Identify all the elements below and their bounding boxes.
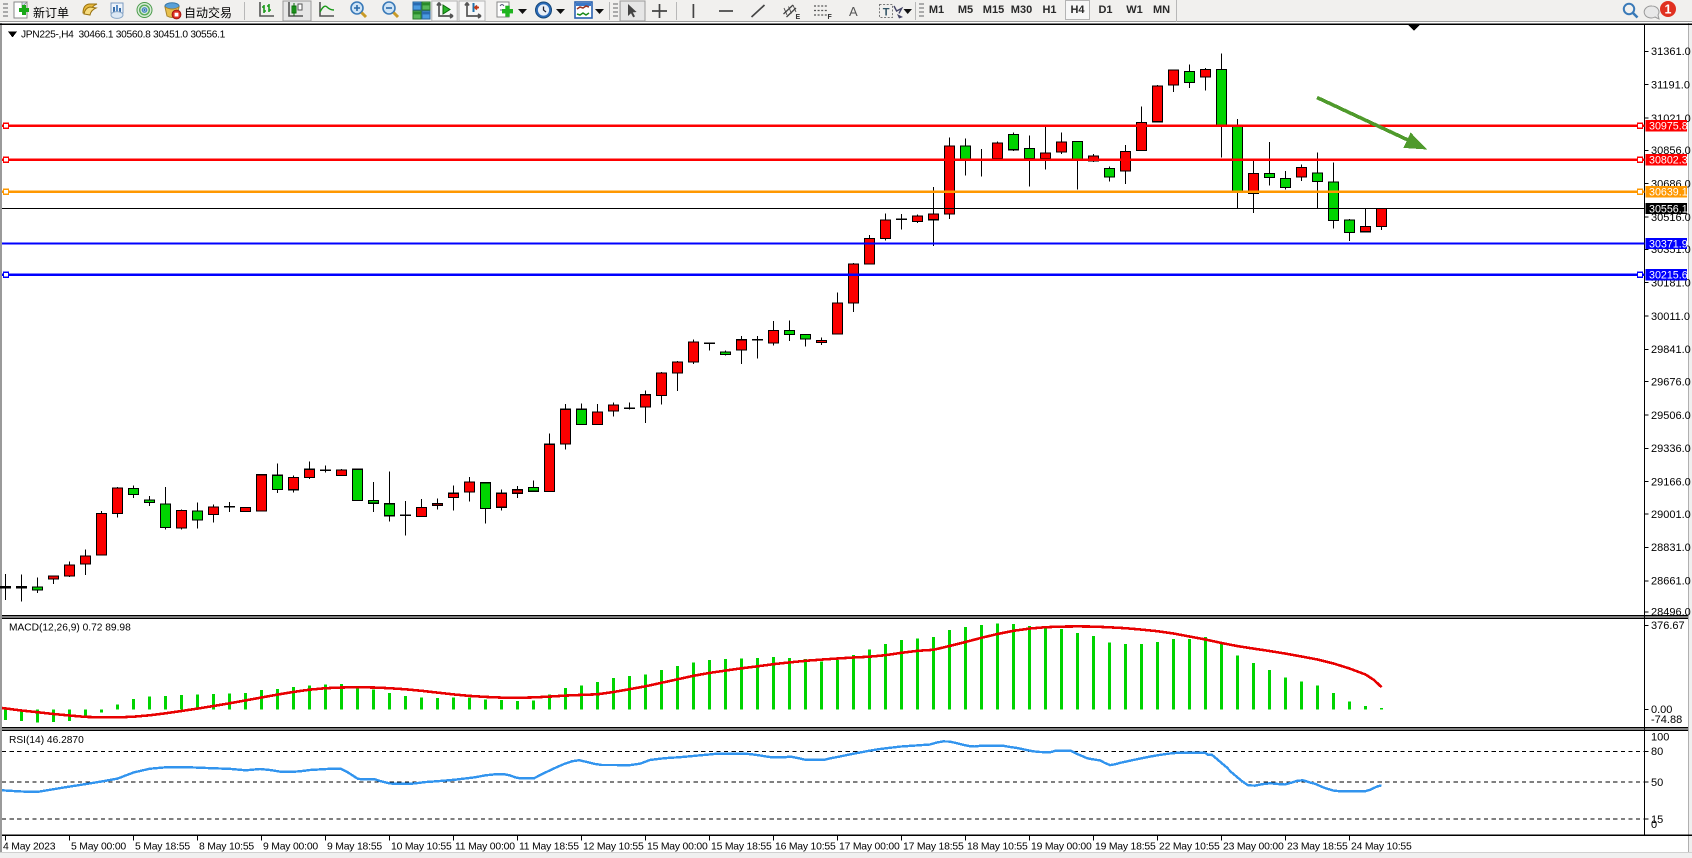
svg-text:15 May 18:55: 15 May 18:55: [711, 842, 772, 853]
svg-text:T: T: [883, 7, 890, 19]
svg-text:28661.0: 28661.0: [1651, 576, 1691, 588]
svg-text:30556.1: 30556.1: [1649, 203, 1688, 215]
svg-text:17 May 00:00: 17 May 00:00: [839, 842, 900, 853]
svg-text:F: F: [828, 14, 833, 21]
svg-text:30516.0: 30516.0: [1651, 212, 1691, 224]
svg-text:24 May 10:55: 24 May 10:55: [1351, 842, 1412, 853]
svg-text:30639.1: 30639.1: [1649, 187, 1688, 199]
svg-text:29336.0: 29336.0: [1651, 443, 1691, 455]
svg-text:29506.0: 29506.0: [1651, 410, 1691, 422]
svg-text:30181.0: 30181.0: [1651, 278, 1691, 290]
svg-text:11 May 18:55: 11 May 18:55: [519, 842, 579, 853]
svg-text:1: 1: [1665, 2, 1672, 16]
svg-text:-74.88: -74.88: [1651, 714, 1682, 726]
svg-text:22 May 10:55: 22 May 10:55: [1159, 842, 1220, 853]
svg-text:16 May 10:55: 16 May 10:55: [775, 842, 836, 853]
svg-text:18 May 10:55: 18 May 10:55: [967, 842, 1028, 853]
svg-text:376.67: 376.67: [1651, 620, 1685, 632]
svg-text:80: 80: [1651, 746, 1663, 758]
svg-text:23 May 18:55: 23 May 18:55: [1287, 842, 1348, 853]
svg-text:5 May 18:55: 5 May 18:55: [135, 842, 190, 853]
svg-text:MACD(12,26,9) 0.72 89.98: MACD(12,26,9) 0.72 89.98: [9, 622, 131, 633]
svg-text:17 May 18:55: 17 May 18:55: [903, 842, 964, 853]
svg-text:E: E: [796, 14, 801, 21]
svg-text:10 May 10:55: 10 May 10:55: [391, 842, 452, 853]
svg-text:30011.0: 30011.0: [1651, 311, 1690, 323]
svg-text:30215.6: 30215.6: [1649, 270, 1688, 282]
svg-text:23 May 00:00: 23 May 00:00: [1223, 842, 1284, 853]
svg-text:RSI(14) 46.2870: RSI(14) 46.2870: [9, 735, 84, 746]
svg-text:31191.0: 31191.0: [1651, 79, 1690, 91]
svg-text:15: 15: [1651, 814, 1663, 826]
svg-text:15 May 00:00: 15 May 00:00: [647, 842, 708, 853]
svg-text:A: A: [849, 4, 858, 19]
svg-text:30975.8: 30975.8: [1649, 121, 1688, 133]
svg-text:29676.0: 29676.0: [1651, 377, 1691, 389]
svg-text:9 May 00:00: 9 May 00:00: [263, 842, 318, 853]
svg-text:29841.0: 29841.0: [1651, 344, 1691, 356]
svg-text:9 May 18:55: 9 May 18:55: [327, 842, 382, 853]
svg-text:5 May 00:00: 5 May 00:00: [71, 842, 126, 853]
svg-text:30802.3: 30802.3: [1649, 155, 1688, 167]
svg-text:0.00: 0.00: [1651, 704, 1672, 716]
svg-text:11 May 00:00: 11 May 00:00: [455, 842, 515, 853]
svg-text:JPN225-,H4 30466.1 30560.8 30: JPN225-,H4 30466.1 30560.8 30451.0 30556…: [21, 30, 226, 41]
svg-text:12 May 10:55: 12 May 10:55: [583, 842, 644, 853]
svg-text:4 May 2023: 4 May 2023: [3, 842, 56, 853]
svg-text:100: 100: [1651, 732, 1669, 744]
svg-text:8 May 10:55: 8 May 10:55: [199, 842, 254, 853]
svg-text:28496.0: 28496.0: [1651, 607, 1691, 619]
svg-text:31361.0: 31361.0: [1651, 46, 1691, 58]
svg-text:0: 0: [1651, 819, 1657, 831]
svg-text:50: 50: [1651, 777, 1663, 789]
svg-text:30371.9: 30371.9: [1649, 238, 1688, 250]
svg-text:29166.0: 29166.0: [1651, 477, 1691, 489]
svg-text:29001.0: 29001.0: [1651, 509, 1691, 521]
svg-text:19 May 00:00: 19 May 00:00: [1031, 842, 1092, 853]
svg-text:28831.0: 28831.0: [1651, 542, 1691, 554]
svg-text:19 May 18:55: 19 May 18:55: [1095, 842, 1156, 853]
